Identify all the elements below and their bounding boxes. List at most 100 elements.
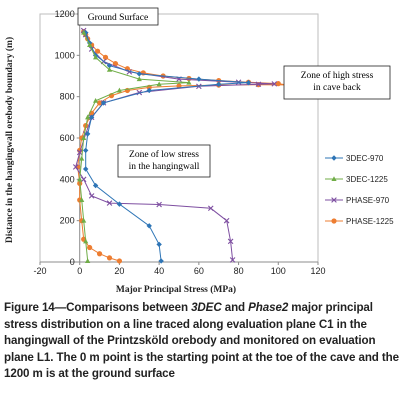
data-point xyxy=(88,193,95,199)
annotation-box xyxy=(117,144,211,178)
data-point xyxy=(331,176,337,181)
data-point xyxy=(227,238,234,245)
series-layer xyxy=(72,27,289,264)
data-point xyxy=(275,81,281,87)
annotation-1: Ground Surface xyxy=(77,7,159,26)
caption-suffix: major principal stress distribution on a… xyxy=(4,301,400,381)
data-point xyxy=(84,131,91,137)
data-point xyxy=(76,149,83,156)
data-point xyxy=(156,241,162,248)
data-point xyxy=(146,87,152,94)
data-point xyxy=(94,48,101,54)
data-point xyxy=(82,147,89,154)
y-tick-label: 1200 xyxy=(55,9,75,19)
data-point xyxy=(245,79,252,86)
caption-italic-3dec: 3DEC xyxy=(191,301,222,314)
data-point xyxy=(79,197,85,202)
x-tick-label: 80 xyxy=(234,266,244,276)
data-point xyxy=(186,79,192,85)
data-point xyxy=(106,200,113,206)
data-point xyxy=(229,257,236,263)
data-point xyxy=(331,197,337,203)
y-tick-label: 0 xyxy=(70,257,75,267)
data-point xyxy=(85,114,91,120)
data-point xyxy=(116,87,123,93)
data-point xyxy=(196,76,202,82)
data-point xyxy=(112,61,119,67)
data-point xyxy=(207,205,214,212)
data-point xyxy=(116,258,123,264)
data-point xyxy=(106,255,113,261)
data-point xyxy=(216,81,222,87)
annotation-3: Zone of low stress in the hangingwall xyxy=(117,144,211,178)
data-point xyxy=(106,62,113,69)
legend-item-3dec-970: 3DEC-970 xyxy=(325,154,384,163)
data-point xyxy=(331,218,337,224)
x-tick-label: 40 xyxy=(154,266,164,276)
caption-italic-phase2: Phase2 xyxy=(248,301,289,314)
legend-label: 3DEC-970 xyxy=(346,154,384,163)
data-point xyxy=(158,258,164,264)
data-point xyxy=(83,238,89,244)
legend-item-3dec-1225: 3DEC-1225 xyxy=(325,175,388,184)
annotation-text: in cave back xyxy=(313,83,361,93)
data-point xyxy=(146,223,152,229)
data-point xyxy=(136,76,142,82)
legend-item-phase-970: PHASE-970 xyxy=(325,196,390,205)
x-axis-title: Major Principal Stress (MPa) xyxy=(116,284,236,295)
y-tick-label: 600 xyxy=(60,133,75,143)
x-tick-label: 100 xyxy=(271,266,286,276)
data-point xyxy=(88,114,95,121)
y-tick-label: 200 xyxy=(60,216,75,226)
data-point xyxy=(81,29,87,35)
caption-prefix: Figure 14—Comparisons between xyxy=(4,301,192,314)
annotation-layer: Ground Surface Zone of high stress in cave… xyxy=(77,7,391,178)
data-point xyxy=(85,258,91,263)
x-tick-label: -20 xyxy=(33,266,46,276)
data-point xyxy=(79,155,85,161)
data-point xyxy=(255,81,262,88)
x-tick-label: 20 xyxy=(114,266,124,276)
data-point xyxy=(116,201,123,207)
y-axis-title: Distance in the hangingwall orebody boun… xyxy=(4,37,15,243)
data-point xyxy=(93,98,99,103)
y-tick-label: 800 xyxy=(60,92,75,102)
annotation-box xyxy=(283,65,391,100)
y-tick-label: 400 xyxy=(60,174,75,184)
legend-label: PHASE-1225 xyxy=(346,217,394,226)
data-point xyxy=(271,81,278,87)
data-point xyxy=(156,81,162,87)
annotation-text: Zone of high stress xyxy=(301,70,374,81)
annotation-text: Zone of low stress xyxy=(129,149,199,160)
annotation-2: Zone of high stress in cave back xyxy=(283,65,391,100)
data-point xyxy=(93,54,99,60)
data-point xyxy=(72,164,79,170)
data-point xyxy=(77,176,83,182)
legend-label: PHASE-970 xyxy=(346,196,390,205)
legend-label: 3DEC-1225 xyxy=(346,175,388,184)
data-point xyxy=(106,67,113,72)
stress-distribution-chart: -20 0 20 40 60 80 100 120020040060080010001200 … xyxy=(4,7,394,295)
data-point xyxy=(96,100,103,106)
annotation-box xyxy=(77,7,159,26)
data-point xyxy=(136,71,142,77)
annotation-text: Ground Surface xyxy=(88,12,148,23)
annotation-text: in the hangingwall xyxy=(129,162,200,172)
data-point xyxy=(82,166,89,172)
y-tick-label: 1000 xyxy=(55,50,75,60)
x-tick-label: 0 xyxy=(77,266,82,276)
data-point xyxy=(87,42,93,47)
data-point xyxy=(81,135,87,140)
x-tick-label: 120 xyxy=(310,266,325,276)
caption-mid: and xyxy=(221,301,249,314)
series-3dec-1225 xyxy=(77,29,192,263)
data-point xyxy=(81,217,87,223)
data-point xyxy=(87,244,93,251)
x-tick-label: 60 xyxy=(194,266,204,276)
data-point xyxy=(156,201,162,208)
data-point xyxy=(331,155,337,161)
figure-caption: Figure 14—Comparisons between 3DEC and P… xyxy=(4,300,404,383)
data-point xyxy=(100,100,107,106)
data-point xyxy=(92,182,99,189)
